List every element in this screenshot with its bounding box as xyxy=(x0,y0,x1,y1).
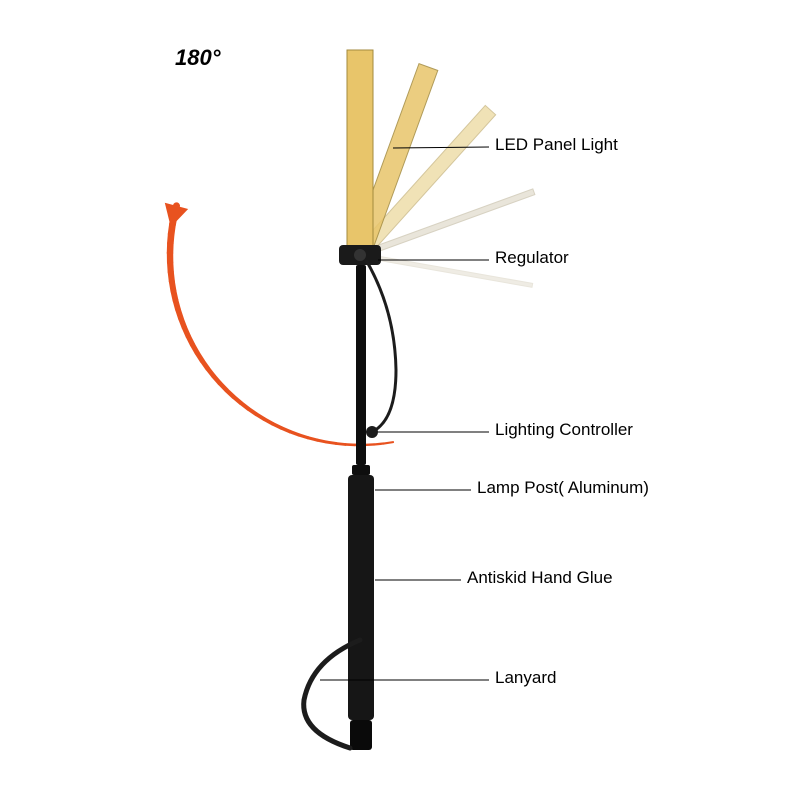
angle-label: 180° xyxy=(175,45,221,71)
rotation-arrowhead xyxy=(165,203,188,227)
callout-regulator: Regulator xyxy=(495,248,569,268)
pole-segment xyxy=(356,265,366,465)
rotation-arc xyxy=(374,444,383,445)
rotation-arc xyxy=(384,442,393,443)
controller-knob xyxy=(366,426,378,438)
diagram-canvas xyxy=(0,0,800,800)
hinge-pivot xyxy=(354,249,366,261)
led-panel-position xyxy=(347,50,373,255)
callout-grip: Antiskid Hand Glue xyxy=(467,568,613,588)
pole-segment xyxy=(352,465,370,475)
grip-section xyxy=(348,475,374,720)
pole-segment xyxy=(350,720,372,750)
controller-cord xyxy=(366,260,396,432)
callout-led: LED Panel Light xyxy=(495,135,618,155)
callout-controller: Lighting Controller xyxy=(495,420,633,440)
callout-lanyard: Lanyard xyxy=(495,668,556,688)
callout-post: Lamp Post( Aluminum) xyxy=(477,478,649,498)
